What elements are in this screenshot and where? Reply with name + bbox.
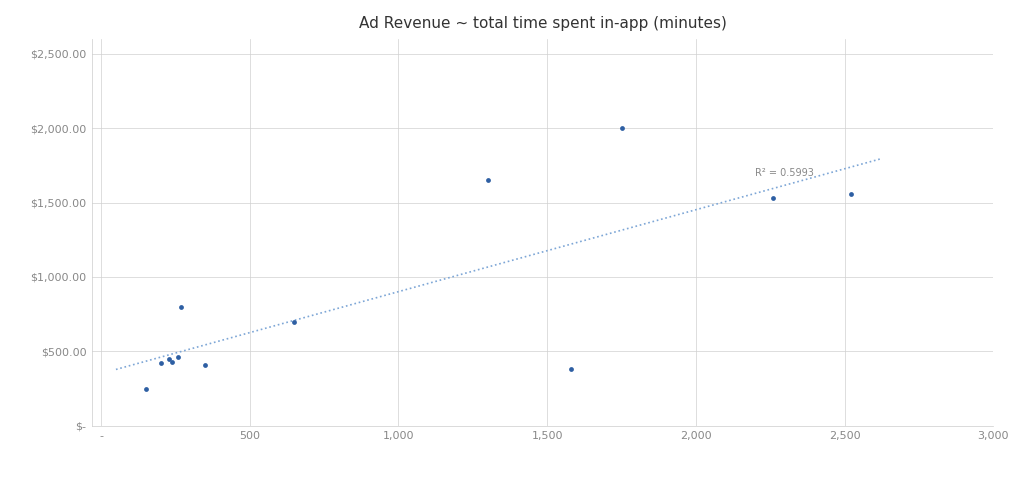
Text: R² = 0.5993: R² = 0.5993 bbox=[756, 168, 814, 178]
Point bbox=[170, 353, 186, 361]
Point bbox=[137, 385, 154, 393]
Point bbox=[613, 124, 630, 132]
Point bbox=[765, 194, 781, 202]
Point bbox=[843, 190, 859, 197]
Point bbox=[173, 303, 189, 311]
Point bbox=[164, 358, 180, 366]
Point bbox=[479, 176, 496, 184]
Point bbox=[563, 365, 580, 373]
Point bbox=[153, 360, 169, 367]
Point bbox=[162, 355, 178, 363]
Point bbox=[286, 318, 302, 326]
Title: Ad Revenue ~ total time spent in-app (minutes): Ad Revenue ~ total time spent in-app (mi… bbox=[358, 15, 727, 30]
Point bbox=[197, 361, 213, 369]
